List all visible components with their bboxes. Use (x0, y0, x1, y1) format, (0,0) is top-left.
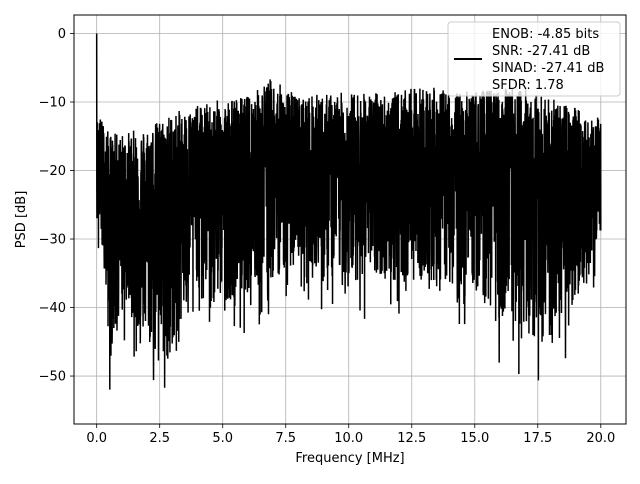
legend-entry-sinad: SINAD: -27.41 dB (492, 61, 604, 76)
y-tick-label: 0 (58, 27, 66, 42)
y-tick-label: −20 (39, 164, 66, 179)
y-tick-label: −40 (39, 301, 66, 316)
psd-series-line (95, 33, 602, 390)
axes-frame (73, 14, 627, 425)
legend: ENOB: -4.85 bits SNR: -27.41 dB SINAD: -… (447, 21, 621, 97)
x-tick-label: 5.0 (212, 431, 233, 446)
y-axis-label: PSD [dB] (14, 191, 29, 249)
y-tick-label: −10 (39, 96, 66, 111)
x-tick-label: 17.5 (523, 431, 552, 446)
y-tick-label: −50 (39, 370, 66, 385)
legend-entry-enob: ENOB: -4.85 bits (492, 27, 599, 42)
legend-entry-snr: SNR: -27.41 dB (492, 44, 590, 59)
psd-series (95, 33, 602, 390)
x-axis-label: Frequency [MHz] (295, 451, 404, 466)
x-tick-label: 10.0 (334, 431, 363, 446)
y-tick-label: −30 (39, 233, 66, 248)
x-tick-label: 20.0 (586, 431, 615, 446)
x-tick-label: 2.5 (149, 431, 170, 446)
axis-ticks: 0.0 2.5 5.0 7.5 10.0 12.5 15.0 17.5 20.0 0 −10 −20 −… (39, 27, 616, 446)
x-tick-label: 7.5 (275, 431, 296, 446)
x-tick-label: 12.5 (397, 431, 426, 446)
legend-entry-sfdr: SFDR: 1.78 (492, 78, 564, 93)
legend-box (447, 21, 621, 97)
x-tick-label: 0.0 (86, 431, 107, 446)
x-tick-label: 15.0 (460, 431, 489, 446)
